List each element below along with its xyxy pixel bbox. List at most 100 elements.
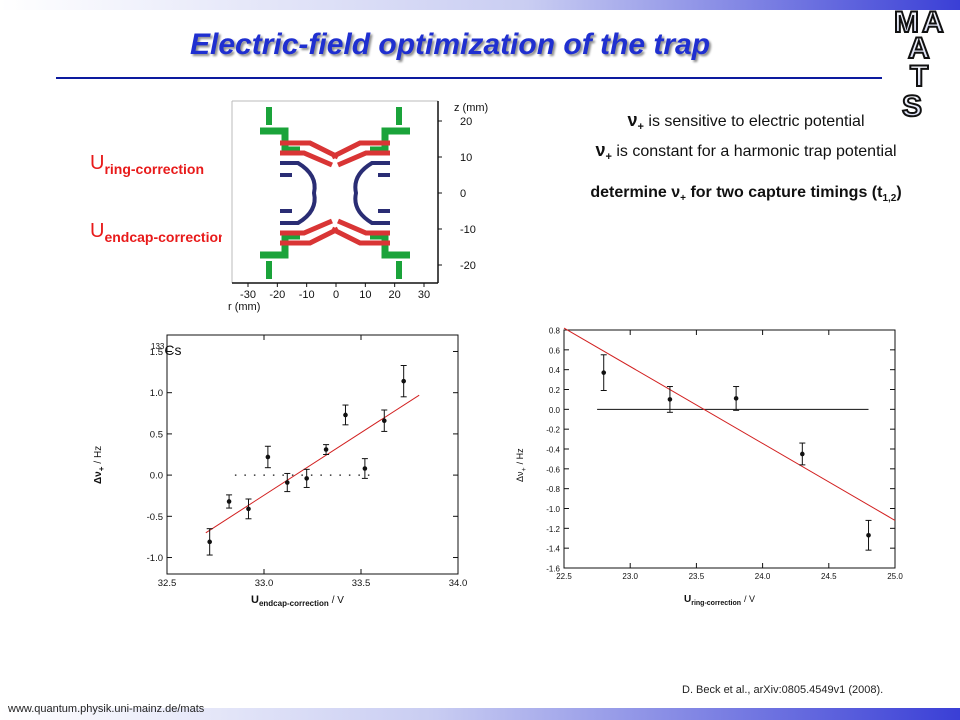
electrode-red-lower-left-2 bbox=[280, 218, 333, 236]
y-tick-label: 0.0 bbox=[150, 471, 163, 482]
linear-fit-line bbox=[205, 394, 420, 534]
y-tick-label: -1.4 bbox=[546, 545, 560, 554]
trap-x-tick-label: -10 bbox=[299, 289, 315, 301]
y-tick-label: -0.6 bbox=[546, 465, 560, 474]
electrode-red-lower-left-1 bbox=[280, 226, 340, 246]
trap-z-tick-label: 0 bbox=[460, 188, 466, 200]
y-tick-label: 1.5 bbox=[150, 347, 163, 358]
data-plots-svg: 32.5 33.0 33.5 34.0 1.5 1.0 0.5 0.0 -0.5 -1.0 133C… bbox=[93, 327, 903, 609]
y-tick-label: -0.4 bbox=[546, 446, 560, 455]
x-tick-label: 23.5 bbox=[689, 572, 705, 581]
electrode-red-upper-right-2 bbox=[337, 150, 390, 168]
y-tick-label: 0.5 bbox=[150, 429, 163, 440]
data-point bbox=[304, 476, 309, 481]
statement-sensitive: ν+ is sensitive to electric potential bbox=[627, 110, 865, 134]
y-tick-label: -0.2 bbox=[546, 426, 560, 435]
electrode-red-lower-right-2 bbox=[337, 218, 390, 236]
trap-x-ticks: -30 -20 -10 0 10 20 30 bbox=[240, 283, 430, 301]
trap-x-tick-label: -30 bbox=[240, 289, 256, 301]
trap-z-tick-label: 20 bbox=[460, 116, 472, 128]
statement-constant: ν+ is constant for a harmonic trap poten… bbox=[595, 140, 897, 164]
x-axis-label: Uendcap-correction / V bbox=[251, 594, 344, 608]
data-point bbox=[226, 499, 232, 504]
electrode-ring-left bbox=[280, 161, 317, 225]
footer-url: www.quantum.physik.uni-mainz.de/mats bbox=[8, 703, 205, 715]
data-point bbox=[284, 480, 290, 485]
data-point bbox=[601, 370, 607, 375]
electrode-ring-right bbox=[353, 161, 390, 225]
trap-x-tick-label: 0 bbox=[333, 289, 339, 301]
data-plots-panel: 32.5 33.0 33.5 34.0 1.5 1.0 0.5 0.0 -0.5 -1.0 133C… bbox=[79, 322, 927, 620]
y-tick-label: -1.0 bbox=[546, 505, 560, 514]
data-point bbox=[733, 396, 739, 401]
y-tick-label: -1.0 bbox=[147, 553, 163, 564]
y-tick-label: -0.5 bbox=[147, 512, 163, 523]
logo-letter-t: T bbox=[910, 60, 928, 93]
data-point bbox=[381, 418, 387, 424]
data-point bbox=[800, 451, 805, 457]
data-point bbox=[362, 466, 368, 471]
logo-letter-m: M bbox=[894, 6, 919, 39]
y-tick-label: 0.2 bbox=[549, 386, 561, 395]
y-axis-label: Δν+/ Hz bbox=[515, 448, 528, 482]
x-tick-label: 25.0 bbox=[887, 572, 903, 581]
y-tick-label: -0.8 bbox=[546, 485, 560, 494]
x-tick-label: 24.0 bbox=[755, 572, 771, 581]
trap-z-label: z (mm) bbox=[454, 102, 488, 114]
title-underline bbox=[56, 77, 882, 79]
y-tick-label: -1.2 bbox=[546, 525, 560, 534]
data-point bbox=[343, 412, 348, 418]
plot-frame bbox=[563, 329, 896, 569]
electrode-red-upper-left-1 bbox=[280, 140, 340, 160]
u-ring-correction-label: Uring-correction bbox=[90, 152, 205, 177]
y-tick-label: 0.0 bbox=[549, 406, 561, 415]
x-tick-label: 23.0 bbox=[622, 572, 638, 581]
trap-geometry-figure: -30 -20 -10 0 10 20 30 20 10 0 -10 -20 z (mm) r (m… bbox=[222, 95, 502, 320]
statement-determine: determine ν+ for two capture timings (t1… bbox=[590, 184, 902, 205]
trap-x-tick-label: 20 bbox=[389, 289, 401, 301]
trap-r-label: r (mm) bbox=[228, 301, 260, 313]
logo-letter-a: A bbox=[922, 6, 944, 39]
y-tick-label: 0.8 bbox=[549, 327, 561, 336]
y-tick-label: 1.0 bbox=[150, 388, 163, 399]
bottom-gradient-bar bbox=[0, 708, 960, 720]
top-gradient-bar bbox=[0, 0, 960, 10]
logo-letter-a2: A bbox=[908, 32, 930, 65]
x-tick-label: 22.5 bbox=[556, 572, 572, 581]
x-tick-label: 33.0 bbox=[255, 578, 274, 589]
u-endcap-correction-label: Uendcap-correction bbox=[90, 220, 227, 245]
y-tick-label: 0.6 bbox=[549, 346, 561, 355]
trap-geometry-svg: -30 -20 -10 0 10 20 30 20 10 0 -10 -20 z (mm) r (m… bbox=[228, 100, 488, 313]
mats-logo: M A A T S bbox=[893, 5, 945, 122]
trap-z-tick-label: -10 bbox=[460, 224, 476, 236]
isotope-annotation: 133Cs bbox=[151, 342, 181, 358]
electrode-red-upper-right-1 bbox=[330, 140, 390, 160]
endcap-correction-plot: 32.5 33.0 33.5 34.0 1.5 1.0 0.5 0.0 -0.5 -1.0 133C… bbox=[93, 334, 468, 608]
logo-letter-s: S bbox=[902, 90, 922, 122]
trap-x-tick-label: 30 bbox=[418, 289, 430, 301]
y-tick-label: -1.6 bbox=[546, 565, 560, 574]
data-point bbox=[246, 506, 251, 512]
x-tick-label: 34.0 bbox=[449, 578, 468, 589]
x-axis-label: Uring-correction / V bbox=[684, 594, 755, 607]
plot-frame bbox=[166, 334, 459, 575]
trap-z-tick-label: -20 bbox=[460, 260, 476, 272]
trap-z-tick-label: 10 bbox=[460, 152, 472, 164]
electrode-red-upper-left-2 bbox=[280, 150, 333, 168]
data-point bbox=[667, 397, 673, 402]
y-tick-label: 0.4 bbox=[549, 366, 561, 375]
x-tick-label: 33.5 bbox=[352, 578, 371, 589]
x-tick-label: 24.5 bbox=[821, 572, 837, 581]
electrode-red-lower-right-1 bbox=[330, 226, 390, 246]
slide-title: Electric-field optimization of the trap bbox=[190, 28, 711, 61]
data-point bbox=[323, 447, 329, 452]
data-point bbox=[866, 532, 871, 538]
citation: D. Beck et al., arXiv:0805.4549v1 (2008)… bbox=[682, 684, 884, 696]
trap-x-tick-label: -20 bbox=[269, 289, 285, 301]
data-point bbox=[265, 454, 271, 460]
trap-z-ticks: 20 10 0 -10 -20 bbox=[438, 116, 476, 272]
ring-correction-plot: 22.5 23.0 23.5 24.0 24.5 25.0 0.8 0.6 0.4 0.2 0.0 -… bbox=[515, 327, 903, 608]
trap-x-tick-label: 10 bbox=[359, 289, 371, 301]
y-axis-label: Δν+/ Hz bbox=[93, 446, 106, 484]
trap-electrodes bbox=[260, 107, 410, 279]
